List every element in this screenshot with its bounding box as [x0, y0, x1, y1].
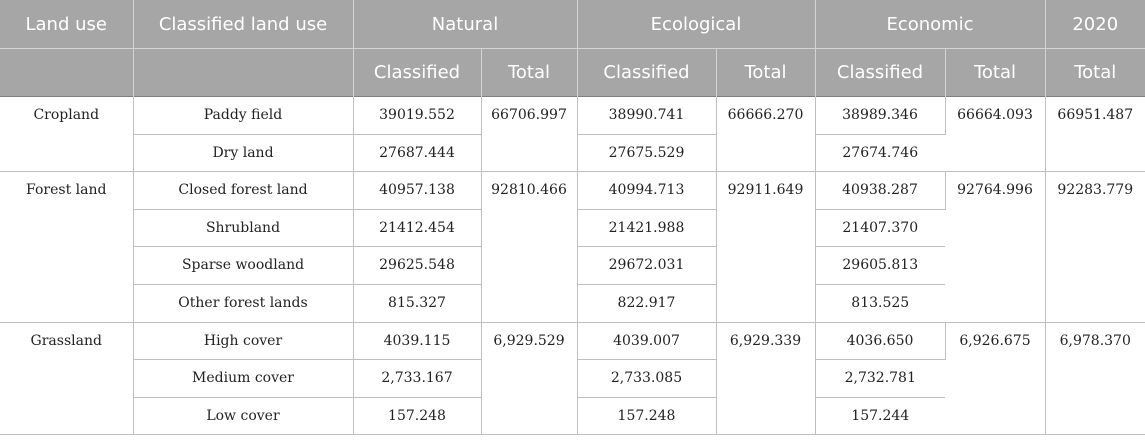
classified-land-use-cell: Low cover [133, 397, 354, 436]
classified-land-use-cell: Closed forest land [133, 171, 354, 210]
ecological-classified-cell: 38990.741 [577, 96, 717, 135]
ecological-classified-cell: 4039.007 [577, 321, 717, 361]
economic-classified-cell: 157.244 [815, 397, 945, 436]
natural-total-cell: 66706.997 [481, 95, 578, 173]
header-land-use: Land use [0, 0, 134, 49]
classified-land-use-cell: Paddy field [133, 96, 354, 135]
classified-land-use-cell: Shrubland [133, 209, 354, 248]
table-row: Low cover 157.248 157.248 157.244 [0, 397, 1145, 436]
table-header: Land use Classified land use Natural Eco… [0, 0, 1145, 97]
classified-land-use-cell: Other forest lands [133, 284, 354, 323]
header-ecological-total: Total [716, 48, 816, 97]
table-row: Forest land Closed forest land 40957.138… [0, 171, 1145, 323]
natural-classified-cell: 39019.552 [353, 96, 482, 135]
economic-classified-cell: 40938.287 [815, 171, 946, 210]
table-row: Cropland Paddy field 39019.552 66706.997… [0, 95, 1145, 173]
ecological-total-cell: 92911.649 [716, 171, 816, 323]
economic-classified-cell: 38989.346 [815, 96, 946, 135]
economic-total-cell: 92764.996 [945, 171, 1046, 323]
economic-classified-cell: 813.525 [815, 284, 945, 323]
economic-total-cell: 66664.093 [945, 95, 1046, 173]
ecological-total-cell: 66666.270 [716, 95, 816, 173]
ecological-classified-cell: 29672.031 [577, 246, 717, 285]
header-economic-classified: Classified [815, 48, 946, 97]
header-natural-total: Total [481, 48, 578, 97]
table-row: Shrubland 21412.454 21421.988 21407.370 [0, 209, 1145, 248]
land-use-cell: Cropland [0, 95, 134, 173]
economic-classified-cell: 29605.813 [815, 246, 945, 285]
table-row: Other forest lands 815.327 822.917 813.5… [0, 284, 1145, 323]
ecological-classified-cell: 40994.713 [577, 171, 717, 210]
ecological-total-cell: 6,929.339 [716, 321, 816, 436]
natural-total-cell: 92810.466 [481, 171, 578, 323]
total-2020-cell: 92283.779 [1045, 171, 1145, 323]
header-ecological: Ecological [577, 0, 816, 49]
land-use-cell: Grassland [0, 321, 134, 436]
natural-total-cell: 6,929.529 [481, 321, 578, 436]
natural-classified-cell: 157.248 [353, 397, 482, 436]
natural-classified-cell: 4039.115 [353, 321, 482, 361]
natural-classified-cell: 40957.138 [353, 171, 482, 210]
ecological-classified-cell: 822.917 [577, 284, 717, 323]
table-row: Sparse woodland 29625.548 29672.031 2960… [0, 246, 1145, 285]
header-economic: Economic [815, 0, 1046, 49]
total-2020-cell: 6,978.370 [1045, 321, 1145, 436]
total-2020-cell: 66951.487 [1045, 95, 1145, 173]
natural-classified-cell: 21412.454 [353, 209, 482, 248]
header-economic-total: Total [945, 48, 1046, 97]
ecological-classified-cell: 21421.988 [577, 209, 717, 248]
economic-classified-cell: 21407.370 [815, 209, 945, 248]
header-2020: 2020 [1045, 0, 1145, 49]
classified-land-use-cell: Sparse woodland [133, 246, 354, 285]
natural-classified-cell: 27687.444 [353, 134, 482, 173]
header-blank-1 [0, 48, 134, 97]
economic-classified-cell: 2,732.781 [815, 359, 945, 398]
header-blank-2 [133, 48, 354, 97]
table-row: Medium cover 2,733.167 2,733.085 2,732.7… [0, 359, 1145, 398]
header-2020-total: Total [1045, 48, 1145, 97]
header-natural-classified: Classified [353, 48, 482, 97]
table-row: Grassland High cover 4039.115 6,929.529 … [0, 321, 1145, 436]
economic-classified-cell: 27674.746 [815, 134, 945, 173]
economic-classified-cell: 4036.650 [815, 321, 946, 361]
table-body: Cropland Paddy field 39019.552 66706.997… [0, 95, 1145, 436]
natural-classified-cell: 29625.548 [353, 246, 482, 285]
natural-classified-cell: 2,733.167 [353, 359, 482, 398]
header-natural: Natural [353, 0, 578, 49]
classified-land-use-cell: High cover [133, 321, 354, 361]
ecological-classified-cell: 27675.529 [577, 134, 717, 173]
ecological-classified-cell: 2,733.085 [577, 359, 717, 398]
header-classified-land-use: Classified land use [133, 0, 354, 49]
classified-land-use-cell: Dry land [133, 134, 354, 173]
economic-total-cell: 6,926.675 [945, 321, 1046, 436]
natural-classified-cell: 815.327 [353, 284, 482, 323]
land-use-cell: Forest land [0, 171, 134, 323]
table-row: Dry land 27687.444 27675.529 27674.746 [0, 134, 1145, 173]
header-ecological-classified: Classified [577, 48, 717, 97]
ecological-classified-cell: 157.248 [577, 397, 717, 436]
classified-land-use-cell: Medium cover [133, 359, 354, 398]
